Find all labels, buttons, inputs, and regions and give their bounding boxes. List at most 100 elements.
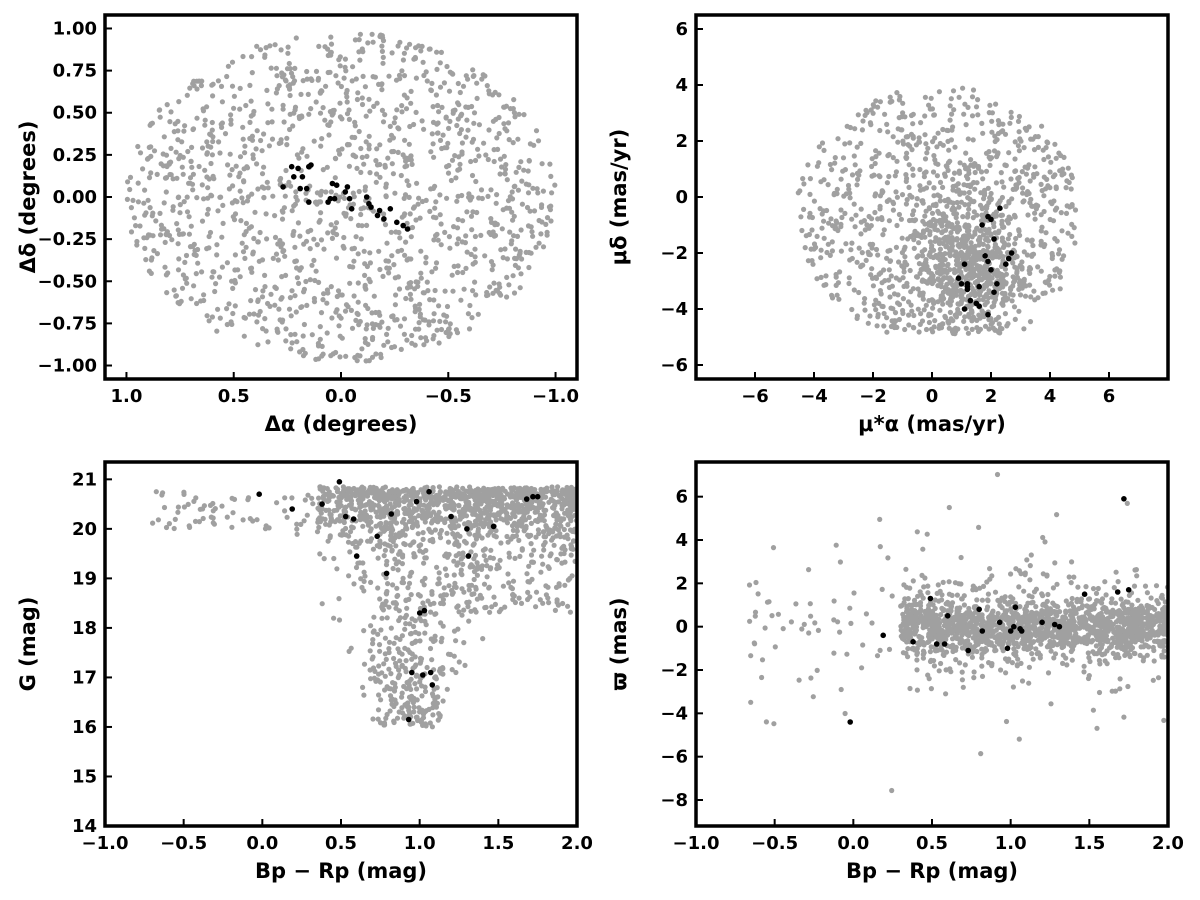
field-star-point [832, 160, 838, 166]
field-star-point [926, 319, 933, 326]
field-star-point [169, 237, 175, 243]
field-star-point [966, 206, 972, 212]
field-star-point [834, 292, 840, 298]
field-star-point [989, 320, 996, 326]
field-star-point [886, 277, 892, 283]
field-star-point [485, 156, 491, 163]
field-star-point [204, 246, 210, 252]
field-star-point [269, 136, 276, 142]
field-star-point [1014, 270, 1020, 276]
field-star-point [950, 327, 956, 333]
field-star-point [467, 564, 473, 570]
field-star-point [133, 223, 139, 229]
field-star-point [1059, 228, 1065, 234]
field-star-point [416, 195, 422, 201]
field-star-point [570, 546, 576, 552]
field-star-point [346, 502, 352, 508]
field-star-point [361, 161, 367, 167]
field-star-point [417, 605, 423, 612]
field-star-point [947, 103, 953, 109]
field-star-point [960, 233, 967, 239]
field-star-point [250, 518, 256, 524]
field-star-point [292, 244, 298, 250]
field-star-point [280, 106, 286, 112]
field-star-point [385, 581, 391, 587]
field-star-point [835, 280, 842, 286]
field-star-point [413, 714, 419, 720]
field-star-point [151, 148, 158, 154]
field-star-point [902, 254, 908, 260]
field-star-point [148, 144, 154, 150]
field-star-point [506, 205, 513, 211]
field-star-point [369, 336, 376, 343]
field-star-point [255, 297, 261, 303]
field-star-point [180, 171, 186, 177]
field-star-point [443, 492, 449, 498]
field-star-point [232, 252, 238, 258]
field-star-point [191, 283, 197, 289]
field-star-point [352, 119, 358, 125]
field-star-point [511, 485, 517, 491]
field-star-point [388, 132, 395, 138]
field-star-point [890, 207, 897, 213]
field-star-point [894, 90, 900, 96]
field-star-point [457, 495, 463, 501]
field-star-point [192, 518, 199, 525]
field-star-point [279, 274, 285, 280]
field-star-point [394, 715, 401, 721]
field-star-point [292, 65, 298, 71]
field-star-point [392, 190, 398, 196]
field-star-point [905, 236, 911, 242]
field-star-point [433, 260, 440, 266]
field-star-point [561, 526, 567, 533]
field-star-point [513, 256, 520, 262]
field-star-point [304, 512, 310, 518]
member-star-point [376, 207, 383, 214]
field-star-point [877, 288, 884, 294]
field-star-point [1039, 224, 1045, 230]
field-star-point [455, 236, 461, 242]
field-star-point [381, 342, 387, 348]
field-star-point [476, 153, 482, 159]
member-star-point [991, 289, 997, 296]
field-star-point [328, 516, 334, 522]
field-star-point [833, 218, 839, 224]
field-star-point [892, 173, 898, 179]
field-star-point [980, 241, 986, 247]
member-star-point [333, 182, 340, 188]
field-star-point [1068, 186, 1074, 192]
field-star-point [510, 106, 516, 112]
field-star-point [493, 534, 499, 540]
field-star-point [447, 651, 453, 658]
field-star-point [491, 491, 497, 497]
field-star-point [333, 156, 339, 162]
field-star-point [302, 497, 308, 503]
field-star-point [396, 673, 402, 679]
field-star-point [404, 45, 410, 51]
field-star-point [570, 538, 577, 544]
field-star-point [443, 516, 449, 522]
field-star-point [316, 524, 322, 531]
field-star-point [922, 259, 929, 265]
field-star-point [966, 263, 972, 269]
field-star-point [1017, 292, 1024, 298]
field-star-point [444, 572, 450, 579]
field-star-point [478, 232, 484, 238]
field-star-point [919, 266, 925, 272]
field-star-point [417, 593, 423, 599]
field-star-point [146, 175, 153, 181]
field-star-point [248, 113, 254, 119]
field-star-point [924, 263, 930, 269]
field-star-point [446, 88, 453, 94]
field-star-point [541, 542, 547, 548]
field-star-point [179, 139, 185, 145]
field-star-point [901, 246, 907, 253]
field-star-point [314, 529, 321, 535]
field-star-point [403, 701, 409, 707]
field-star-point [418, 48, 424, 54]
member-star-point [958, 281, 965, 287]
field-star-point [352, 493, 358, 499]
field-star-point [381, 661, 387, 667]
field-star-point [296, 280, 302, 286]
field-star-point [873, 297, 879, 303]
